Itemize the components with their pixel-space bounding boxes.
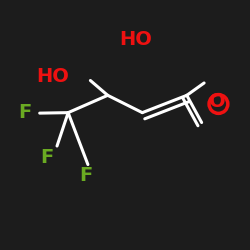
Text: F: F [79,166,92,185]
Circle shape [208,93,229,114]
Text: F: F [40,148,54,167]
Text: O: O [210,92,226,111]
Text: HO: HO [120,30,152,49]
Text: HO: HO [36,67,70,86]
Text: F: F [18,103,32,122]
